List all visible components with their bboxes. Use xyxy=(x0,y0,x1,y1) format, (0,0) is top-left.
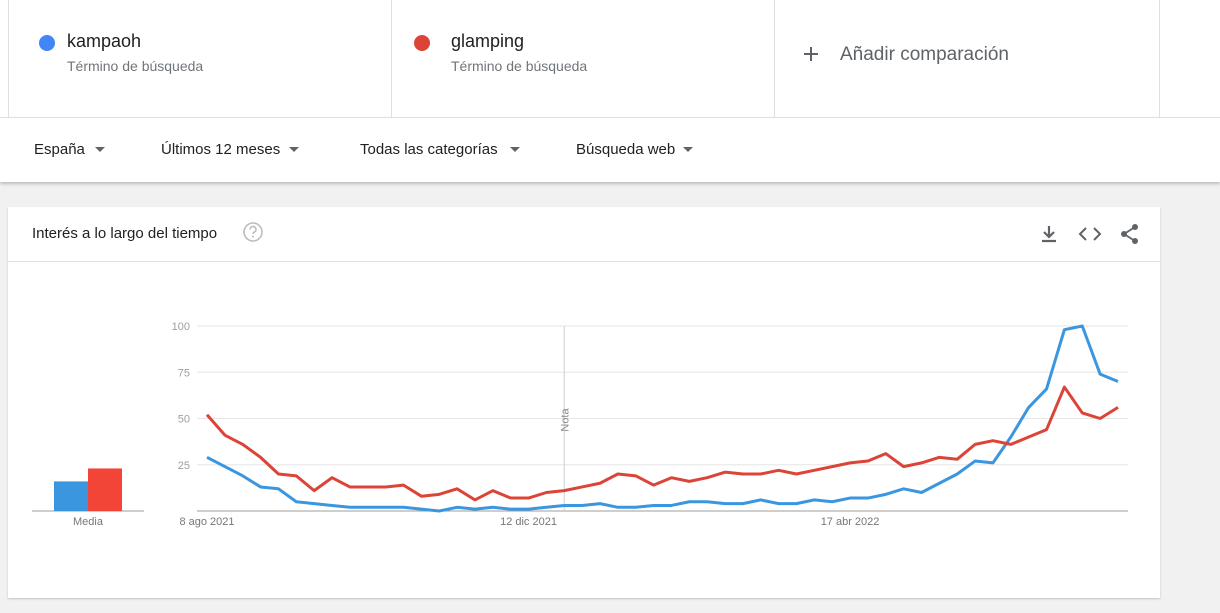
add-comparison[interactable]: Añadir comparación xyxy=(774,0,1160,117)
chart-card: Interés a lo largo del tiempo xyxy=(8,207,1160,598)
x-tick-label: 12 dic 2021 xyxy=(500,516,557,528)
dropdown-arrow xyxy=(510,147,520,152)
filter[interactable]: Últimos 12 meses xyxy=(161,141,281,158)
dropdown-arrow xyxy=(289,147,299,152)
card-title: Interés a lo largo del tiempo xyxy=(32,225,218,242)
average-bar xyxy=(88,468,122,511)
average-bar xyxy=(54,481,88,511)
filter[interactable]: España xyxy=(34,141,85,158)
x-tick-label: 17 abr 2022 xyxy=(821,516,880,528)
divider xyxy=(8,261,1160,262)
filter[interactable]: Todas las categorías xyxy=(360,141,498,158)
term-name: glamping xyxy=(451,31,525,51)
term-cell[interactable]: glamping Término de búsqueda xyxy=(391,0,775,117)
dropdown-arrow xyxy=(95,147,105,152)
y-tick-label: 50 xyxy=(178,414,190,426)
download-icon[interactable] xyxy=(1040,224,1058,244)
term-subtitle: Término de búsqueda xyxy=(451,58,588,74)
annotation-label: Nota xyxy=(559,408,571,432)
term-name: kampaoh xyxy=(67,31,142,51)
y-tick-label: 25 xyxy=(178,460,190,472)
series-line xyxy=(206,324,1119,513)
comparison-bar: kampaoh Término de búsqueda glamping Tér… xyxy=(0,0,1220,117)
y-tick-label: 75 xyxy=(178,367,190,379)
filter[interactable]: Búsqueda web xyxy=(576,141,676,158)
add-comparison-label: Añadir comparación xyxy=(840,44,1009,65)
share-icon[interactable] xyxy=(1119,223,1141,245)
filter-bar: España Últimos 12 meses Todas las catego… xyxy=(0,117,1220,182)
embed-icon[interactable] xyxy=(1078,225,1102,243)
y-tick-label: 100 xyxy=(172,321,190,333)
average-label: Media xyxy=(73,516,104,528)
term-subtitle: Término de búsqueda xyxy=(67,58,204,74)
dropdown-arrow xyxy=(683,147,693,152)
series-line xyxy=(205,385,1119,502)
plus-icon xyxy=(804,47,818,61)
x-tick-label: 8 ago 2021 xyxy=(179,516,234,528)
term-color-dot xyxy=(414,35,430,51)
help-icon[interactable] xyxy=(242,221,264,243)
term-cell[interactable]: kampaoh Término de búsqueda xyxy=(8,0,392,117)
term-color-dot xyxy=(39,35,55,51)
